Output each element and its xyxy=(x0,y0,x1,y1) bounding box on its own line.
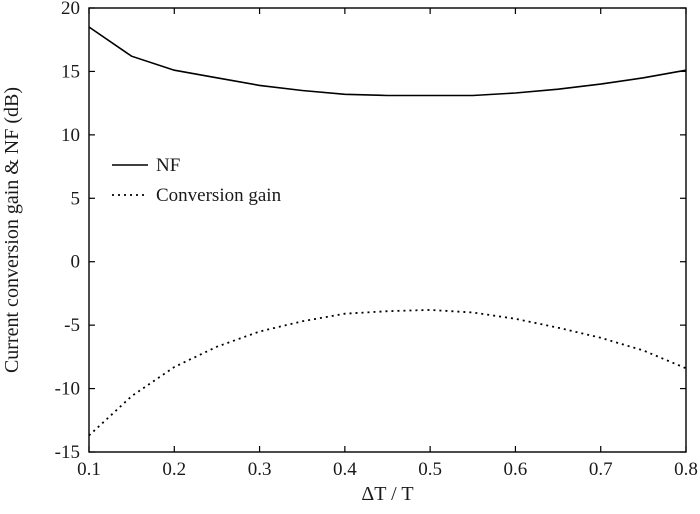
y-tick-label: 10 xyxy=(61,125,80,146)
x-tick-label: 0.4 xyxy=(333,459,357,480)
y-tick-label: 0 xyxy=(71,252,81,273)
x-tick-label: 0.6 xyxy=(504,459,528,480)
x-tick-label: 0.8 xyxy=(674,459,698,480)
y-axis-title: Current conversion gain & NF (dB) xyxy=(1,87,23,373)
y-tick-label: -10 xyxy=(55,379,80,400)
y-tick-label: 15 xyxy=(61,61,80,82)
x-tick-label: 0.3 xyxy=(248,459,272,480)
x-axis-title: ΔT / T xyxy=(361,483,413,505)
legend-label-0: NF xyxy=(156,155,180,176)
x-tick-label: 0.5 xyxy=(418,459,442,480)
x-tick-label: 0.1 xyxy=(77,459,101,480)
y-tick-label: -15 xyxy=(55,442,80,463)
plot-frame xyxy=(88,7,687,453)
y-tick-label: 20 xyxy=(61,0,80,19)
legend-label-1: Conversion gain xyxy=(156,185,282,206)
legend: NF Conversion gain xyxy=(112,155,282,206)
x-tick-label: 0.2 xyxy=(162,459,186,480)
y-tick-label: -5 xyxy=(64,315,80,336)
plot-area xyxy=(88,26,687,437)
series-line-0 xyxy=(88,26,687,97)
axes: 0.1 0.2 0.3 0.4 0.5 0.6 0.7 0.8 -15 -10 -5 0 5 10 15 20 xyxy=(55,0,698,480)
y-tick-label: 5 xyxy=(71,188,81,209)
x-tick-label: 0.7 xyxy=(589,459,613,480)
series-line-1 xyxy=(88,308,687,437)
